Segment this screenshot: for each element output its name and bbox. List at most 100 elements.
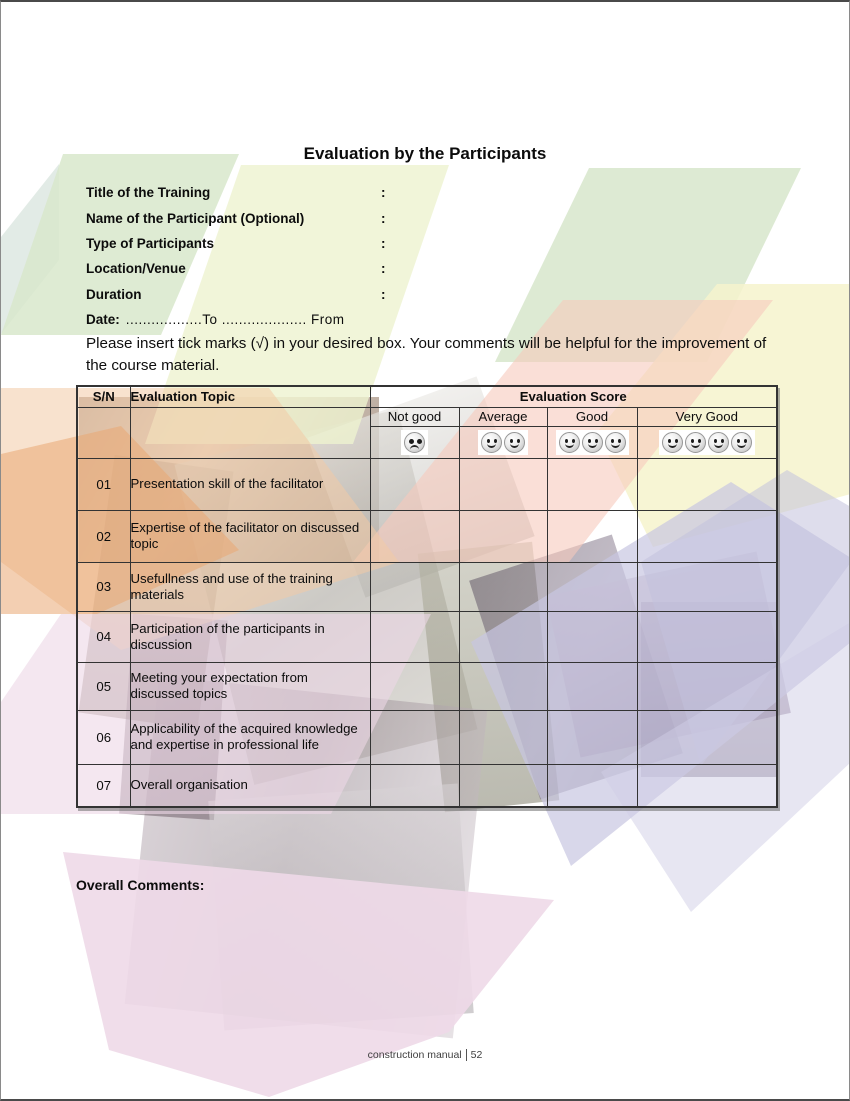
instruction-text: Please insert tick marks (√) in your des…: [86, 335, 767, 374]
happy-face-icon: [661, 431, 683, 453]
score-cell[interactable]: [546, 610, 638, 663]
score-cell[interactable]: [369, 661, 460, 711]
table-row: 07 Overall organisation: [76, 763, 778, 808]
row-topic: Meeting your expectation from discussed …: [129, 661, 371, 711]
happy-face-icon: [604, 431, 626, 453]
row-topic: Overall organisation: [129, 763, 371, 808]
footer-divider: [465, 1049, 467, 1061]
smiley-face-icons: [658, 429, 755, 455]
smiley-cell-very-good: [636, 425, 778, 459]
score-cell[interactable]: [458, 709, 548, 765]
score-cell[interactable]: [636, 509, 778, 563]
page-title: Evaluation by the Participants: [303, 144, 547, 163]
field-location-venue: Location/Venue :: [86, 256, 686, 281]
score-cell[interactable]: [458, 561, 548, 612]
date-fill-line: ..................To ...................…: [125, 312, 345, 328]
row-sn: 06: [76, 709, 131, 765]
score-cell[interactable]: [369, 457, 460, 511]
score-cell[interactable]: [636, 709, 778, 765]
happy-face-icon: [504, 431, 525, 453]
score-label-very-good: Very Good: [636, 406, 778, 427]
score-cell[interactable]: [546, 661, 638, 711]
field-label: Type of Participants: [86, 235, 215, 251]
smiley-cell-average: [458, 425, 548, 459]
score-label-average: Average: [458, 406, 548, 427]
overall-comments-label: Overall Comments:: [76, 877, 205, 893]
row-topic: Expertise of the facilitator on discusse…: [129, 509, 371, 563]
score-cell[interactable]: [458, 457, 548, 511]
field-separator: :: [381, 286, 386, 302]
score-cell[interactable]: [546, 509, 638, 563]
field-separator: :: [381, 261, 386, 277]
score-cell[interactable]: [458, 610, 548, 663]
score-cell[interactable]: [636, 661, 778, 711]
field-duration: Duration :: [86, 282, 686, 307]
score-cell[interactable]: [458, 763, 548, 808]
table-row: 05 Meeting your expectation from discuss…: [76, 661, 778, 711]
happy-face-icon: [707, 431, 729, 453]
row-sn: 03: [76, 561, 131, 612]
score-cell[interactable]: [636, 457, 778, 511]
score-cell[interactable]: [546, 561, 638, 612]
sad-face-icon: [401, 429, 428, 455]
row-sn: 05: [76, 661, 131, 711]
happy-face-icon: [684, 431, 706, 453]
score-cell[interactable]: [458, 509, 548, 563]
row-sn: 01: [76, 457, 131, 511]
empty-cell: [129, 406, 371, 459]
row-topic: Usefullness and use of the training mate…: [129, 561, 371, 612]
score-cell[interactable]: [369, 709, 460, 765]
column-header-sn: S/N: [76, 385, 131, 408]
evaluation-table: S/N Evaluation Topic Evaluation Score No…: [76, 385, 779, 808]
score-cell[interactable]: [546, 709, 638, 765]
field-separator: :: [381, 210, 386, 226]
table-row: 01 Presentation skill of the facilitator: [76, 457, 778, 511]
sad-face-icon: [404, 431, 425, 453]
table-row: 02 Expertise of the facilitator on discu…: [76, 509, 778, 563]
form-fields: Title of the Training : Name of the Part…: [86, 180, 686, 332]
smiley-face-icons: [478, 429, 528, 455]
score-cell[interactable]: [636, 610, 778, 663]
row-sn: 07: [76, 763, 131, 808]
score-cell[interactable]: [546, 763, 638, 808]
score-cell[interactable]: [458, 661, 548, 711]
date-label: Date:: [86, 312, 120, 328]
field-label: Duration: [86, 286, 142, 302]
field-participant-type: Type of Participants :: [86, 231, 686, 256]
table-row: 06 Applicability of the acquired knowled…: [76, 709, 778, 765]
smiley-cell-good: [546, 425, 638, 459]
field-participant-name: Name of the Participant (Optional) :: [86, 205, 686, 230]
score-cell[interactable]: [369, 763, 460, 808]
score-cell[interactable]: [546, 457, 638, 511]
column-header-topic: Evaluation Topic: [129, 385, 371, 408]
score-cell[interactable]: [369, 561, 460, 612]
field-separator: :: [381, 185, 386, 201]
row-sn: 04: [76, 610, 131, 663]
smiley-face-icons: [555, 429, 629, 455]
table-row: 04 Participation of the participants in …: [76, 610, 778, 663]
score-cell[interactable]: [369, 610, 460, 663]
happy-face-icon: [581, 431, 603, 453]
happy-face-icon: [558, 431, 580, 453]
field-date: Date: ..................To .............…: [86, 307, 686, 332]
score-label-good: Good: [546, 406, 638, 427]
happy-face-icon: [481, 431, 502, 453]
field-title-of-training: Title of the Training :: [86, 180, 686, 205]
column-header-score: Evaluation Score: [369, 385, 778, 408]
score-cell[interactable]: [636, 561, 778, 612]
score-cell[interactable]: [369, 509, 460, 563]
row-sn: 02: [76, 509, 131, 563]
row-topic: Participation of the participants in dis…: [129, 610, 371, 663]
footer-page-number: 52: [470, 1049, 483, 1061]
row-topic: Applicability of the acquired knowledge …: [129, 709, 371, 765]
score-cell[interactable]: [636, 763, 778, 808]
footer-text: construction manual: [367, 1049, 462, 1061]
row-topic: Presentation skill of the facilitator: [129, 457, 371, 511]
score-label-not-good: Not good: [369, 406, 460, 427]
page-footer: construction manual 52: [1, 1049, 849, 1061]
field-label: Location/Venue: [86, 261, 186, 277]
field-label: Name of the Participant (Optional): [86, 210, 305, 226]
smiley-cell-not-good: [369, 425, 460, 459]
field-separator: :: [381, 235, 386, 251]
